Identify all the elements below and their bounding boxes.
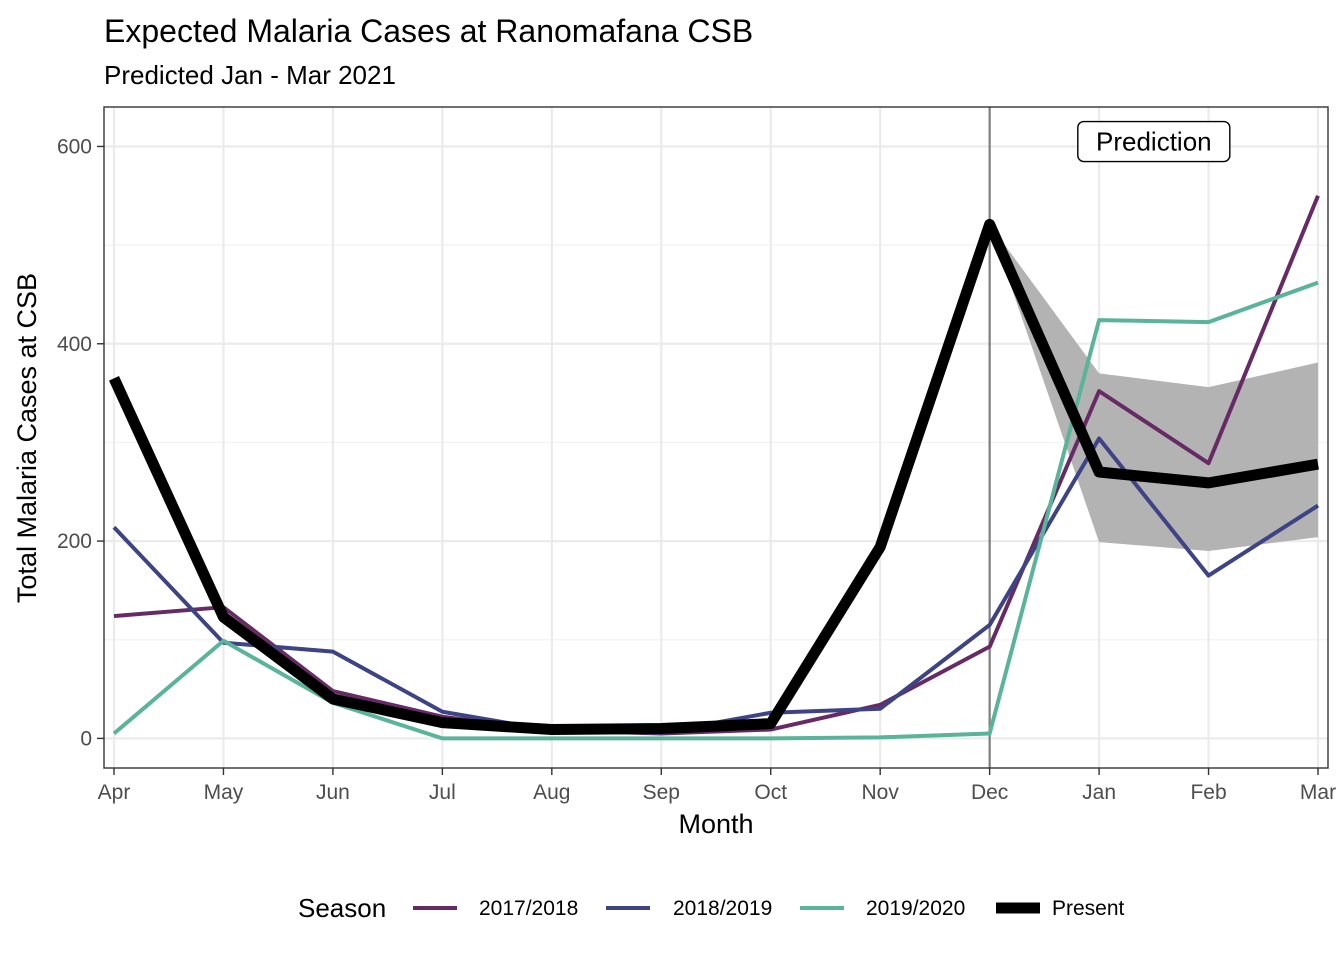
legend-label: 2017/2018 bbox=[479, 897, 578, 920]
y-tick-label: 400 bbox=[57, 333, 92, 356]
legend-title: Season bbox=[298, 893, 386, 923]
prediction-label: Prediction bbox=[1096, 127, 1212, 157]
x-tick-label: Mar bbox=[1300, 781, 1336, 804]
x-tick-label: Nov bbox=[862, 781, 900, 804]
prediction-band bbox=[989, 224, 1318, 551]
y-axis-title: Total Malaria Cases at CSB bbox=[12, 273, 42, 603]
legend: Season 2017/2018 2018/2019 2019/2020 Presen… bbox=[298, 893, 1125, 923]
x-axis: Apr May Jun Jul Aug Sep Oct Nov Dec Jan Feb Mar bbox=[98, 768, 1336, 804]
x-tick-label: Sep bbox=[643, 781, 680, 804]
x-tick-label: Dec bbox=[971, 781, 1008, 804]
x-tick-label: Oct bbox=[754, 781, 787, 804]
y-axis: 0 200 400 600 bbox=[57, 135, 104, 750]
x-tick-label: May bbox=[204, 781, 244, 804]
series-line-2019-2020 bbox=[112, 280, 1319, 741]
prediction-label-box bbox=[1077, 120, 1231, 163]
x-tick-label: Jun bbox=[316, 781, 350, 804]
x-axis-title: Month bbox=[678, 809, 753, 839]
x-tick-label: Feb bbox=[1190, 781, 1226, 804]
plot-border bbox=[103, 106, 1329, 769]
legend-label: Present bbox=[1052, 897, 1125, 920]
y-tick-label: 200 bbox=[57, 530, 92, 553]
x-tick-label: Aug bbox=[533, 781, 570, 804]
plot-panel: Prediction bbox=[103, 106, 1329, 769]
series-line-present bbox=[109, 218, 1319, 736]
chart-subtitle: Predicted Jan - Mar 2021 bbox=[104, 60, 396, 90]
legend-label: 2019/2020 bbox=[866, 897, 965, 920]
legend-label: 2018/2019 bbox=[673, 897, 772, 920]
chart-title: Expected Malaria Cases at Ranomafana CSB bbox=[104, 13, 753, 49]
x-tick-label: Jul bbox=[429, 781, 456, 804]
x-tick-label: Jan bbox=[1082, 781, 1116, 804]
y-tick-label: 600 bbox=[57, 135, 92, 158]
y-tick-label: 0 bbox=[80, 727, 92, 750]
x-tick-label: Apr bbox=[98, 781, 131, 804]
